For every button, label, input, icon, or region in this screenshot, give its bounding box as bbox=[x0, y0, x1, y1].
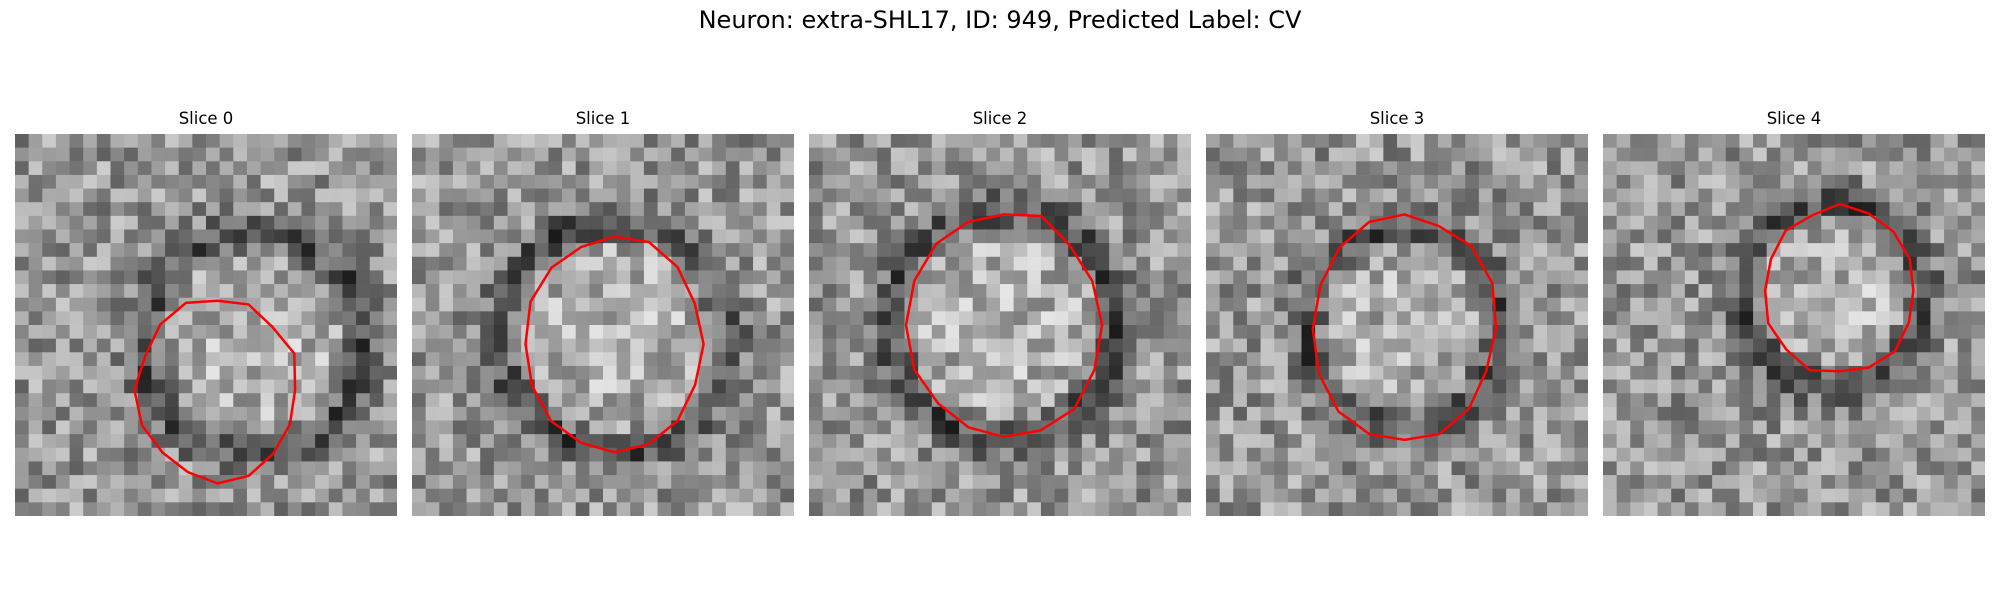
contour-outline-3 bbox=[1311, 213, 1498, 442]
slice-panel-0: Slice 0 bbox=[15, 108, 397, 516]
slice-image-1 bbox=[412, 134, 794, 516]
slice-image-2 bbox=[809, 134, 1191, 516]
contour-outline-0 bbox=[133, 299, 297, 485]
contour-outline-2 bbox=[904, 213, 1104, 439]
slice-title-0: Slice 0 bbox=[178, 109, 234, 128]
slice-image-4 bbox=[1603, 134, 1985, 516]
slice-panel-1: Slice 1 bbox=[412, 108, 794, 516]
slice-panel-4: Slice 4 bbox=[1603, 108, 1985, 516]
slice-title-3: Slice 3 bbox=[1369, 109, 1425, 128]
slice-title-4: Slice 4 bbox=[1766, 109, 1822, 128]
slice-title-1: Slice 1 bbox=[575, 109, 631, 128]
slice-title-2: Slice 2 bbox=[972, 109, 1028, 128]
figure-title: Neuron: extra-SHL17, ID: 949, Predicted … bbox=[698, 6, 1302, 34]
slice-image-0 bbox=[15, 134, 397, 516]
slice-panel-2: Slice 2 bbox=[809, 108, 1191, 516]
slice-panel-3: Slice 3 bbox=[1206, 108, 1588, 516]
contour-outline-4 bbox=[1763, 202, 1915, 373]
slice-image-3 bbox=[1206, 134, 1588, 516]
contour-outline-1 bbox=[524, 235, 705, 454]
